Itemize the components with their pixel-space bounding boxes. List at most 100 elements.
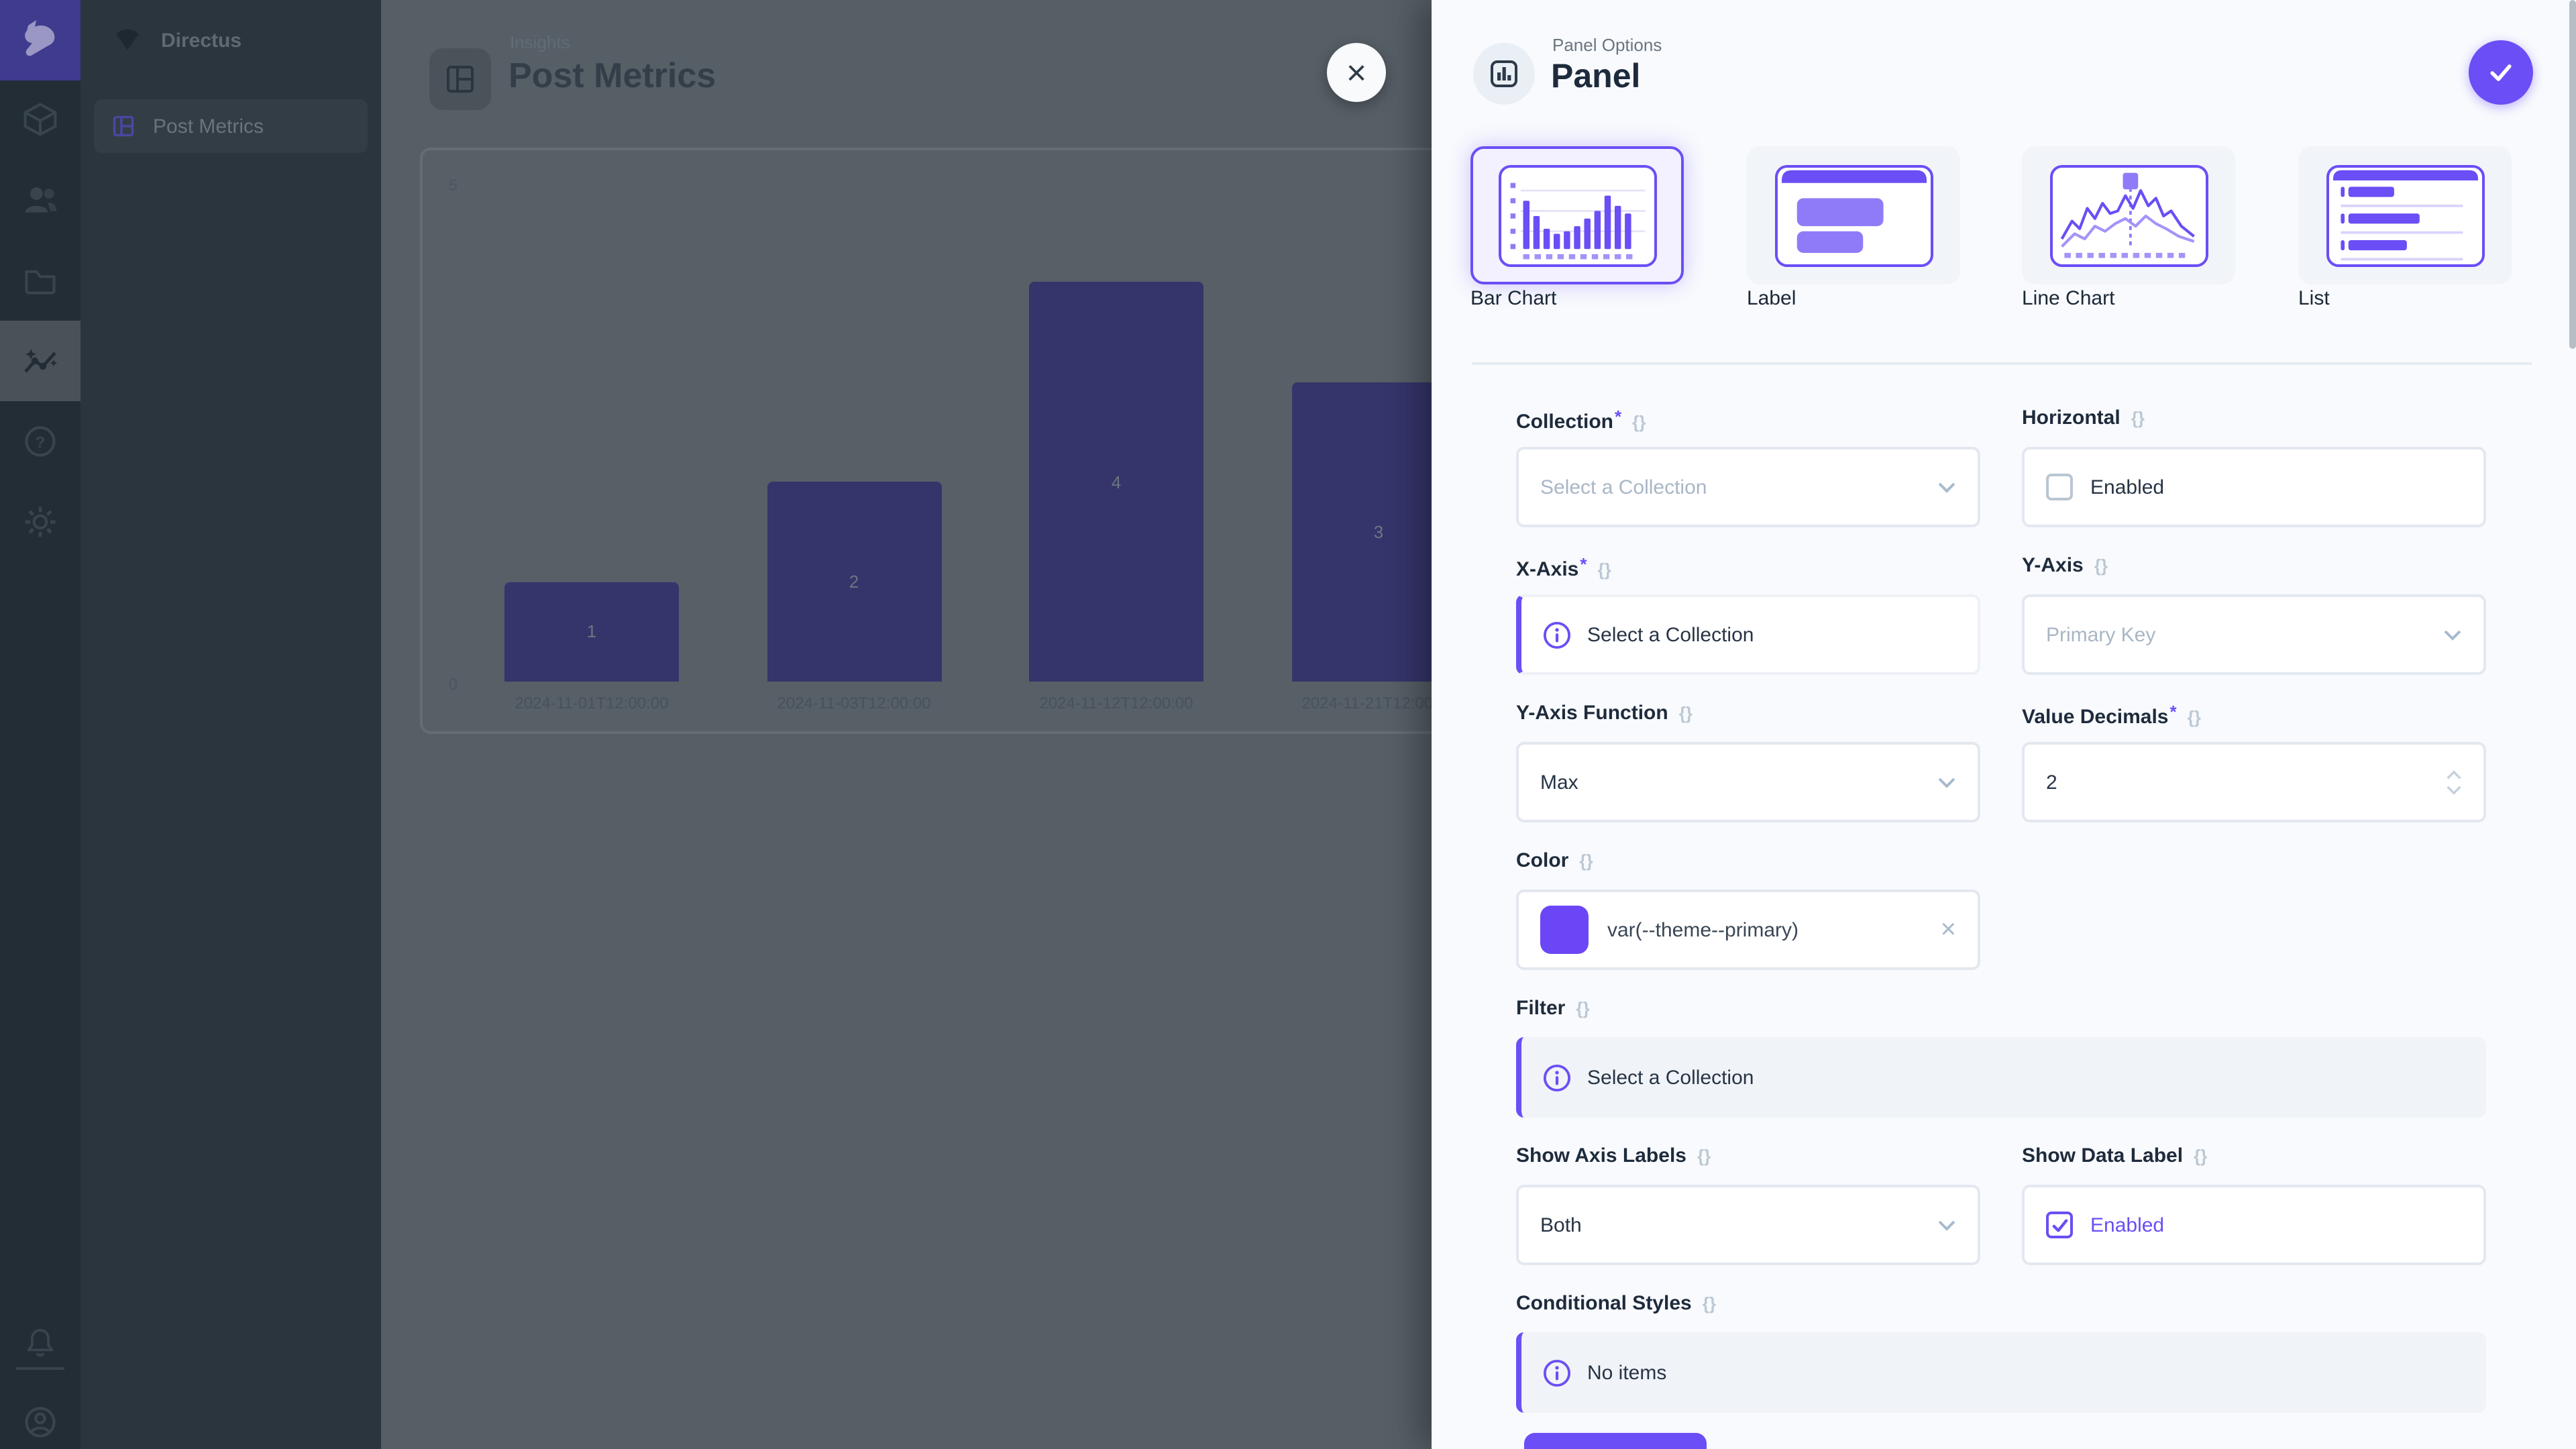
help-icon: ? — [25, 426, 56, 457]
filter-label: Filter{} — [1516, 997, 1590, 1020]
raw-value-icon[interactable]: {} — [2094, 555, 2108, 576]
horizontal-label: Horizontal{} — [2022, 407, 2145, 429]
panel-type-label-text: List — [2298, 287, 2330, 310]
module-help[interactable]: ? — [0, 401, 80, 482]
show-data-label-label: Show Data Label{} — [2022, 1144, 2208, 1167]
close-icon: × — [1346, 52, 1367, 93]
module-users[interactable] — [0, 160, 80, 240]
directus-logo[interactable] — [0, 0, 80, 80]
insights-icon — [24, 349, 58, 373]
files-icon — [25, 270, 56, 294]
panel-type-bar-chart[interactable] — [1470, 146, 1684, 284]
raw-value-icon[interactable]: {} — [2187, 707, 2201, 727]
show-axis-labels-select[interactable]: Both — [1516, 1185, 1980, 1265]
notifications-button[interactable] — [0, 1303, 80, 1383]
drawer-scrollbar[interactable] — [2569, 0, 2576, 349]
drawer-kicker: Panel Options — [1552, 35, 1662, 55]
x-axis-tick: 2024-11-12T12:00:00 — [1039, 694, 1193, 712]
raw-value-icon[interactable]: {} — [1632, 412, 1646, 432]
label-thumbnail-icon — [1774, 164, 1933, 266]
module-bar: ? — [0, 0, 80, 1449]
settings-icon — [25, 506, 56, 537]
raw-value-icon[interactable]: {} — [1702, 1293, 1716, 1313]
raw-value-icon[interactable]: {} — [2131, 408, 2145, 428]
panel-type-label-text: Label — [1747, 287, 1796, 310]
y-axis-label: Y-Axis{} — [2022, 554, 2108, 577]
data-label: 1 — [586, 621, 597, 642]
info-icon — [1543, 1063, 1571, 1091]
raw-value-icon[interactable]: {} — [1579, 851, 1593, 871]
panel-type-line-chart[interactable] — [2022, 146, 2235, 284]
page-title: Post Metrics — [508, 55, 716, 95]
clear-icon[interactable]: × — [1940, 914, 1956, 944]
breadcrumb[interactable]: Insights — [510, 32, 570, 52]
raw-value-icon[interactable]: {} — [1597, 559, 1611, 580]
sidebar-item-label: Post Metrics — [153, 115, 264, 138]
dashboard-icon — [113, 115, 134, 137]
x-axis-notice[interactable]: Select a Collection — [1516, 594, 1980, 675]
add-item-button[interactable] — [1524, 1433, 1707, 1449]
chart-bar: 2 — [767, 482, 941, 682]
checkbox-checked[interactable] — [2046, 1212, 2073, 1238]
svg-text:?: ? — [36, 433, 46, 451]
number-stepper[interactable] — [2446, 769, 2462, 795]
x-axis-tick: 2024-11-01T12:00:00 — [515, 694, 669, 712]
raw-value-icon[interactable]: {} — [1576, 998, 1590, 1018]
chevron-down-icon — [2444, 629, 2461, 640]
bar-chart-panel: 0 5 1 2024-11-01T12:00:00 2 2024-11-03T12:00:… — [420, 148, 1493, 734]
module-settings[interactable] — [0, 482, 80, 562]
rabbit-icon — [25, 20, 55, 56]
sidebar-item-post-metrics[interactable]: Post Metrics — [94, 99, 368, 153]
project-chooser[interactable]: Directus — [80, 0, 381, 80]
chevron-down-icon — [1938, 1220, 1955, 1230]
check-icon — [2051, 1218, 2068, 1232]
conditional-styles-notice[interactable]: No items — [1516, 1332, 2486, 1413]
value-decimals-input[interactable]: 2 — [2022, 742, 2486, 822]
module-bar-divider — [16, 1367, 64, 1370]
user-avatar-icon — [25, 1407, 56, 1438]
chevron-down-icon[interactable] — [2446, 784, 2462, 795]
horizontal-checkbox-field[interactable]: Enabled — [2022, 447, 2486, 527]
show-data-label-checkbox-field[interactable]: Enabled — [2022, 1185, 2486, 1265]
module-content[interactable] — [0, 79, 80, 160]
chart-bar: 4 — [1029, 282, 1203, 682]
x-axis-label: X-Axis *{} — [1516, 554, 1611, 581]
user-menu-button[interactable] — [0, 1382, 80, 1449]
y-axis-function-select[interactable]: Max — [1516, 742, 1980, 822]
check-icon — [2490, 64, 2512, 81]
filter-notice[interactable]: Select a Collection — [1516, 1037, 2486, 1118]
project-logo-icon — [116, 29, 139, 50]
nav-sidebar: Directus Post Metrics — [80, 0, 381, 1449]
conditional-styles-label: Conditional Styles{} — [1516, 1292, 1716, 1315]
raw-value-icon[interactable]: {} — [1678, 703, 1693, 723]
x-axis-tick: 2024-11-21T12:00:00 — [1301, 694, 1456, 712]
panel-type-list[interactable] — [2298, 146, 2512, 284]
data-label: 4 — [1111, 472, 1122, 492]
color-input[interactable]: var(--theme--primary) × — [1516, 890, 1980, 970]
collection-select[interactable]: Select a Collection — [1516, 447, 1980, 527]
panel-options-drawer: Panel Options Panel — [1432, 0, 2576, 1449]
chevron-up-icon[interactable] — [2446, 769, 2462, 780]
save-button[interactable] — [2469, 40, 2533, 105]
raw-value-icon[interactable]: {} — [2194, 1146, 2208, 1166]
checkbox-unchecked[interactable] — [2046, 474, 2073, 500]
color-swatch[interactable] — [1540, 906, 1589, 954]
info-icon — [1543, 1358, 1571, 1387]
panel-type-label-text: Line Chart — [2022, 287, 2115, 310]
x-axis-tick: 2024-11-03T12:00:00 — [777, 694, 931, 712]
y-axis-function-label: Y-Axis Function{} — [1516, 702, 1693, 724]
panel-header-icon-circle — [1473, 43, 1535, 105]
line-chart-thumbnail-icon — [2049, 164, 2208, 266]
panel-type-label[interactable] — [1747, 146, 1960, 284]
module-insights[interactable] — [0, 321, 80, 401]
raw-value-icon[interactable]: {} — [1697, 1146, 1711, 1166]
required-mark: * — [2169, 702, 2177, 722]
required-mark: * — [1580, 554, 1587, 574]
module-files[interactable] — [0, 240, 80, 321]
y-axis-select[interactable]: Primary Key — [2022, 594, 2486, 675]
drawer-close-button[interactable]: × — [1327, 43, 1386, 102]
value-decimals-label: Value Decimals *{} — [2022, 702, 2201, 729]
data-label: 2 — [849, 572, 859, 592]
info-icon — [1543, 621, 1571, 649]
